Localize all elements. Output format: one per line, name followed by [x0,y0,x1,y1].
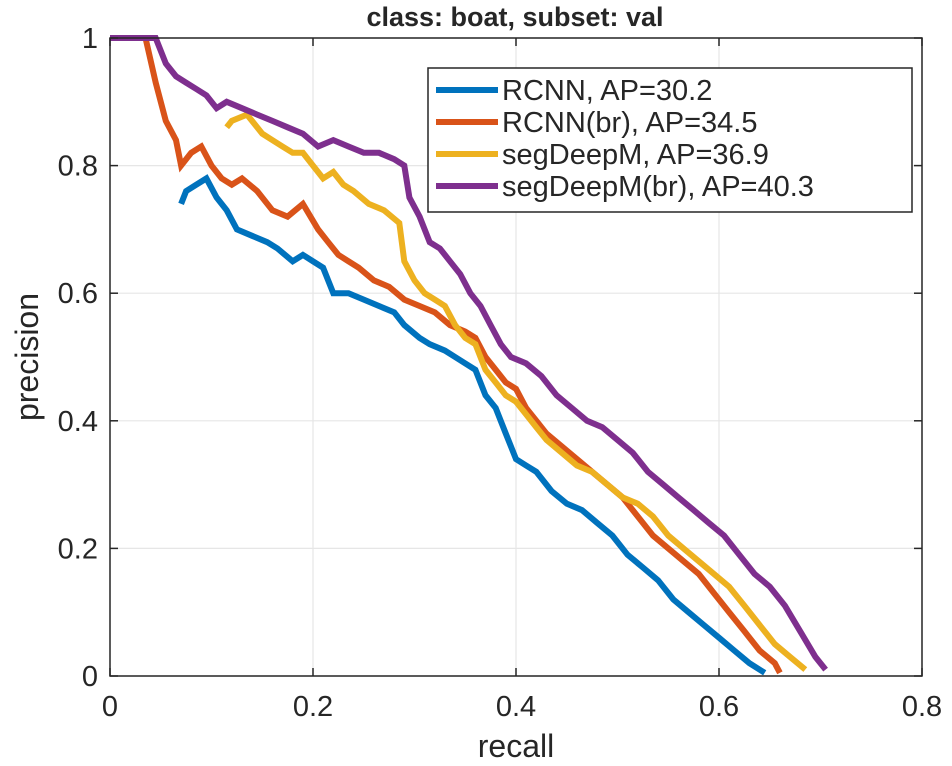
y-tick-label: 0.4 [58,406,98,438]
y-axis-ticks: 0 0.2 0.4 0.6 0.8 1 [58,23,922,693]
x-axis-ticks: 0 0.2 0.4 0.6 0.8 [102,38,942,723]
y-tick-label: 1 [82,23,98,55]
series-line-1 [178,174,767,676]
x-axis-label: recall [478,728,554,764]
series-lines [110,35,828,676]
y-tick-label: 0 [82,661,98,693]
chart-title: class: boat, subset: val [366,2,663,32]
y-tick-label: 0.2 [58,533,98,565]
x-tick-label: 0.6 [699,691,739,723]
legend-box [427,67,913,213]
legend-label: RCNN(br), AP=34.5 [502,107,757,139]
x-tick-label: 0 [102,691,118,723]
series-line-2 [110,35,783,675]
legend-label: RCNN, AP=30.2 [502,75,712,107]
y-tick-label: 0.6 [58,278,98,310]
x-tick-label: 0.8 [902,691,942,723]
series-line-4 [110,35,828,672]
legend-label: segDeepM, AP=36.9 [502,139,769,171]
x-tick-label: 0.4 [496,691,536,723]
legend-label: segDeepM(br), AP=40.3 [502,171,814,203]
y-axis-label: precision [9,293,45,421]
series-line-3 [224,110,808,672]
y-tick-label: 0.8 [58,151,98,183]
x-tick-label: 0.2 [293,691,333,723]
